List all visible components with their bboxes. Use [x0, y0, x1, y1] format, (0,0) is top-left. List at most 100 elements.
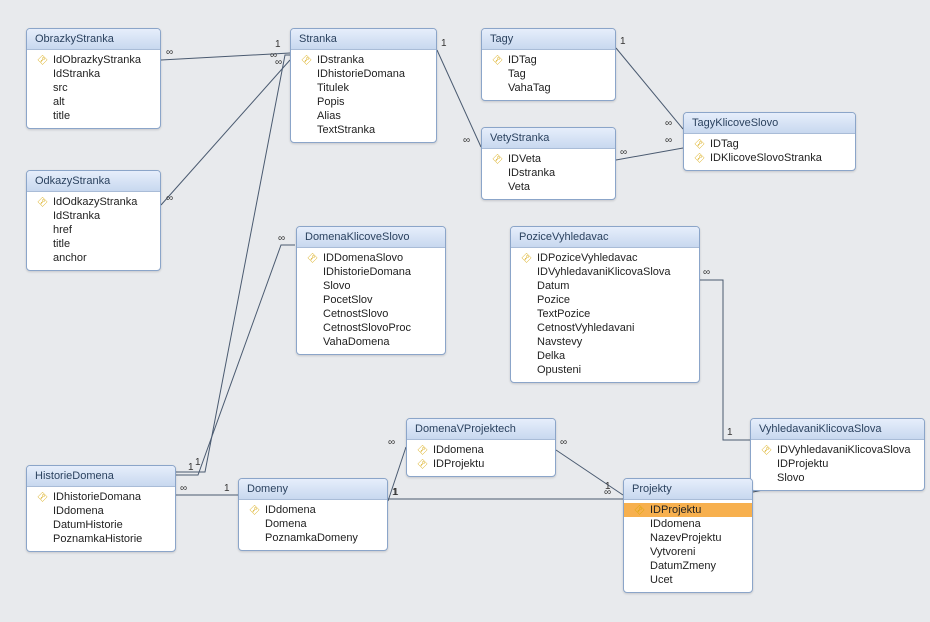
entity-title[interactable]: Stranka [291, 29, 436, 50]
field-row[interactable]: IDdomena [624, 517, 752, 531]
entity-title[interactable]: Projekty [624, 479, 752, 500]
er-diagram-canvas: ∞1∞∞1∞1∞∞∞∞11∞1∞∞11∞∞11∞1∞ObrazkyStranka… [0, 0, 930, 622]
entity-Stranka[interactable]: Stranka ⚿IDstrankaIDhistorieDomanaTitulek… [290, 28, 437, 143]
entity-TagyKlicoveSlovo[interactable]: TagyKlicoveSlovo ⚿IDTag⚿IDKlicoveSlovoStr… [683, 112, 856, 171]
entity-body: ⚿IDVyhledavaniKlicovaSlovaIDProjektuSlov… [751, 440, 924, 490]
field-row[interactable]: Vytvoreni [624, 545, 752, 559]
field-row[interactable]: anchor [27, 251, 160, 265]
field-row[interactable]: CetnostVyhledavani [511, 321, 699, 335]
field-name: IDhistorieDomana [51, 491, 141, 503]
field-row[interactable]: IDstranka [482, 166, 615, 180]
field-row[interactable]: alt [27, 95, 160, 109]
entity-title[interactable]: Domeny [239, 479, 387, 500]
field-row[interactable]: VahaDomena [297, 335, 445, 349]
field-row[interactable]: Opusteni [511, 363, 699, 377]
entity-title[interactable]: ObrazkyStranka [27, 29, 160, 50]
field-row[interactable]: IDhistorieDomana [297, 265, 445, 279]
field-name: Alias [315, 110, 341, 122]
field-row[interactable]: Pozice [511, 293, 699, 307]
entity-DomenaKlicoveSlovo[interactable]: DomenaKlicoveSlovo ⚿IDDomenaSlovoIDhistor… [296, 226, 446, 355]
field-row[interactable]: Datum [511, 279, 699, 293]
field-row[interactable]: src [27, 81, 160, 95]
field-row[interactable]: Slovo [751, 471, 924, 485]
field-row[interactable]: title [27, 109, 160, 123]
field-row[interactable]: ⚿IDProjektu [407, 457, 555, 471]
cardinality-label: 1 [275, 39, 281, 50]
entity-Projekty[interactable]: Projekty⚿IDProjektuIDdomenaNazevProjektu… [623, 478, 753, 593]
field-name: IDProjektu [431, 458, 484, 470]
field-row[interactable]: Slovo [297, 279, 445, 293]
field-name: href [51, 224, 72, 236]
field-row[interactable]: IDdomena [27, 504, 175, 518]
cardinality-label: ∞ [665, 135, 672, 146]
field-row[interactable]: NazevProjektu [624, 531, 752, 545]
field-row[interactable]: Titulek [291, 81, 436, 95]
entity-title[interactable]: DomenaKlicoveSlovo [297, 227, 445, 248]
entity-body: ⚿IDProjektuIDdomenaNazevProjektuVytvoren… [624, 500, 752, 592]
field-row[interactable]: Alias [291, 109, 436, 123]
field-name: IDdomena [648, 518, 701, 530]
field-row[interactable]: ⚿IDhistorieDomana [27, 490, 175, 504]
entity-HistorieDomena[interactable]: HistorieDomena ⚿IDhistorieDomanaIDdomenaD… [26, 465, 176, 552]
entity-title[interactable]: PoziceVyhledavac [511, 227, 699, 248]
field-row[interactable]: Veta [482, 180, 615, 194]
entity-PoziceVyhledavac[interactable]: PoziceVyhledavac ⚿IDPoziceVyhledavacIDVyh… [510, 226, 700, 383]
field-row[interactable]: CetnostSlovoProc [297, 321, 445, 335]
entity-title[interactable]: OdkazyStranka [27, 171, 160, 192]
field-row[interactable]: IDhistorieDomana [291, 67, 436, 81]
field-row[interactable]: ⚿IDKlicoveSlovoStranka [684, 151, 855, 165]
entity-VyhledavaniKlicovaSlova[interactable]: VyhledavaniKlicovaSlova⚿IDVyhledavaniKli… [750, 418, 925, 491]
field-row[interactable]: Delka [511, 349, 699, 363]
field-row[interactable]: ⚿IDDomenaSlovo [297, 251, 445, 265]
field-row[interactable]: href [27, 223, 160, 237]
field-row[interactable]: Navstevy [511, 335, 699, 349]
entity-title[interactable]: DomenaVProjektech [407, 419, 555, 440]
field-row[interactable]: Popis [291, 95, 436, 109]
entity-title[interactable]: HistorieDomena [27, 466, 175, 487]
field-row[interactable]: ⚿IDVeta [482, 152, 615, 166]
entity-title[interactable]: VetyStranka [482, 128, 615, 149]
field-row[interactable]: ⚿IdOdkazyStranka [27, 195, 160, 209]
field-row[interactable]: DatumZmeny [624, 559, 752, 573]
field-row[interactable]: ⚿IDTag [482, 53, 615, 67]
field-row[interactable]: title [27, 237, 160, 251]
field-row[interactable]: IDVyhledavaniKlicovaSlova [511, 265, 699, 279]
field-row[interactable]: TextStranka [291, 123, 436, 137]
entity-title[interactable]: TagyKlicoveSlovo [684, 113, 855, 134]
field-row[interactable]: IdStranka [27, 209, 160, 223]
field-row[interactable]: IdStranka [27, 67, 160, 81]
entity-OdkazyStranka[interactable]: OdkazyStranka ⚿IdOdkazyStrankaIdStrankahr… [26, 170, 161, 271]
cardinality-label: 1 [441, 38, 447, 49]
field-row[interactable]: TextPozice [511, 307, 699, 321]
field-row[interactable]: ⚿IDdomena [239, 503, 387, 517]
field-row[interactable]: ⚿IDTag [684, 137, 855, 151]
field-name: IdObrazkyStranka [51, 54, 141, 66]
field-row[interactable]: CetnostSlovo [297, 307, 445, 321]
field-row[interactable]: ⚿IdObrazkyStranka [27, 53, 160, 67]
entity-ObrazkyStranka[interactable]: ObrazkyStranka ⚿IdObrazkyStrankaIdStranka… [26, 28, 161, 129]
field-row[interactable]: ⚿IDVyhledavaniKlicovaSlova [751, 443, 924, 457]
field-row[interactable]: PocetSlov [297, 293, 445, 307]
field-name: Ucet [648, 574, 673, 586]
field-row[interactable]: DatumHistorie [27, 518, 175, 532]
field-row[interactable]: PoznamkaDomeny [239, 531, 387, 545]
field-row[interactable]: ⚿IDdomena [407, 443, 555, 457]
entity-VetyStranka[interactable]: VetyStranka ⚿IDVetaIDstrankaVeta [481, 127, 616, 200]
entity-DomenaVProjektech[interactable]: DomenaVProjektech ⚿IDdomena⚿IDProjektu [406, 418, 556, 477]
field-row[interactable]: ⚿IDstranka [291, 53, 436, 67]
field-row[interactable]: Ucet [624, 573, 752, 587]
field-name: src [51, 82, 68, 94]
entity-title[interactable]: VyhledavaniKlicovaSlova [751, 419, 924, 440]
field-row[interactable]: PoznamkaHistorie [27, 532, 175, 546]
entity-title[interactable]: Tagy [482, 29, 615, 50]
field-row[interactable]: Tag [482, 67, 615, 81]
entity-Domeny[interactable]: Domeny ⚿IDdomenaDomenaPoznamkaDomeny [238, 478, 388, 551]
field-row[interactable]: IDProjektu [751, 457, 924, 471]
field-row[interactable]: VahaTag [482, 81, 615, 95]
field-name: title [51, 238, 70, 250]
field-row[interactable]: ⚿IDProjektu [624, 503, 752, 517]
entity-Tagy[interactable]: Tagy ⚿IDTagTagVahaTag [481, 28, 616, 101]
field-name: PoznamkaHistorie [51, 533, 142, 545]
field-row[interactable]: ⚿IDPoziceVyhledavac [511, 251, 699, 265]
field-row[interactable]: Domena [239, 517, 387, 531]
